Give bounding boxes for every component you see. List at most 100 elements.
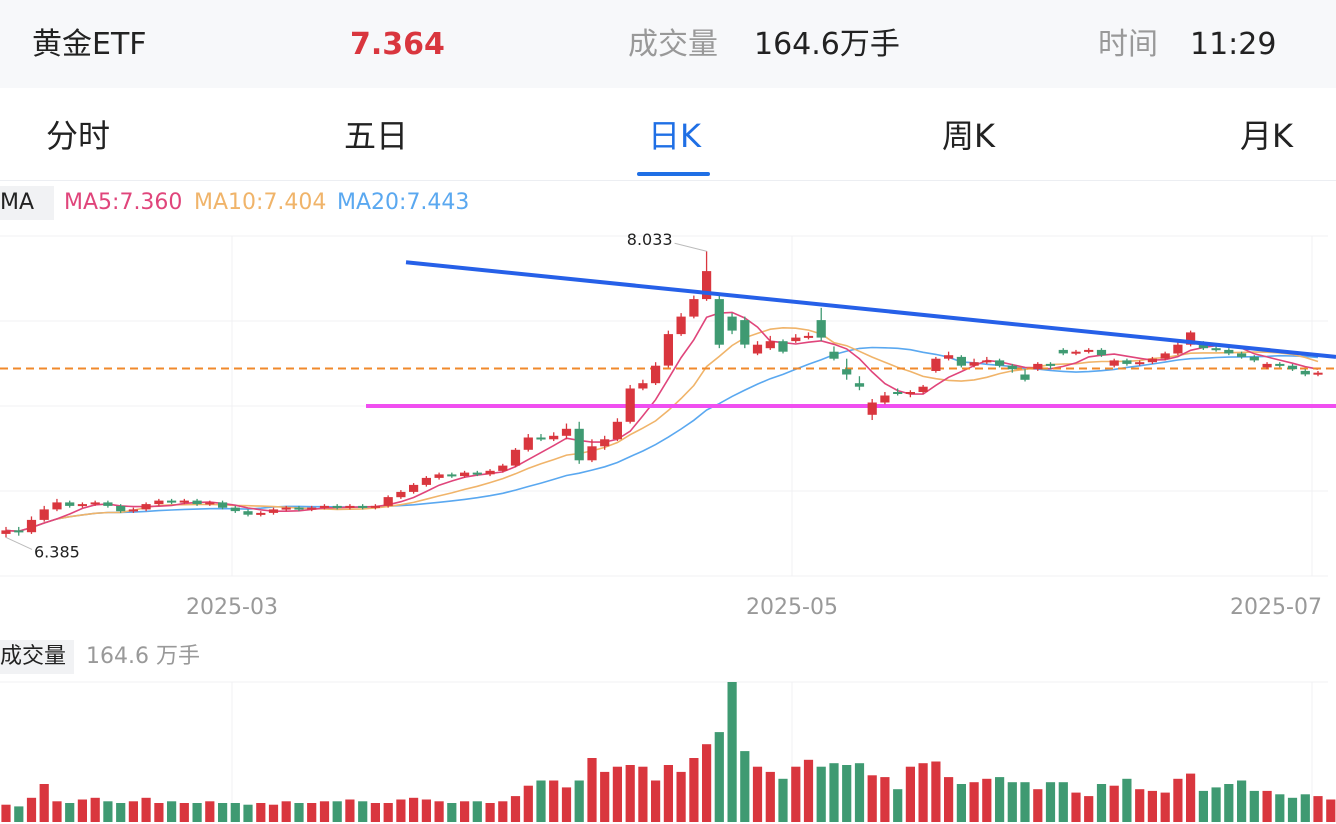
volume-bar (409, 797, 419, 822)
volume-bar (778, 778, 788, 822)
volume-bar (905, 766, 915, 822)
min-price-label: 6.385 (34, 542, 80, 561)
candle (90, 502, 100, 505)
candle (1262, 363, 1272, 368)
candle (1084, 349, 1094, 352)
volume-bar (1109, 785, 1119, 822)
volume-bar (931, 761, 941, 822)
volume-bar (1020, 782, 1030, 822)
max-pointer (674, 242, 707, 252)
candle (549, 435, 559, 440)
volume-bar (791, 766, 801, 822)
candle (510, 449, 521, 466)
candle (1045, 363, 1056, 366)
volume-bar (1084, 796, 1094, 822)
candle (345, 505, 355, 508)
volume-bar (1300, 794, 1310, 822)
candlestick-chart[interactable]: 2025-03 2025-05 2025-07 8.033 6.385 (0, 222, 1336, 632)
volume-bar (421, 799, 431, 822)
ma10-value: MA10:7.404 (194, 190, 327, 215)
candle (931, 358, 941, 371)
volume-bar (561, 787, 572, 822)
ma-tag[interactable]: MA (0, 186, 54, 220)
volume-bar (600, 771, 610, 822)
candle (600, 439, 610, 447)
candle (625, 388, 635, 422)
candle (969, 362, 979, 366)
candle (867, 402, 877, 415)
candle (243, 511, 253, 515)
candle (944, 355, 954, 359)
candle (192, 500, 202, 505)
candle (740, 320, 750, 345)
tab-daily-k[interactable]: 日K (648, 117, 701, 155)
candle (409, 484, 419, 492)
volume-bar (65, 803, 75, 822)
volume-bar (982, 778, 992, 822)
volume-bar (472, 801, 482, 822)
volume-bar (587, 758, 597, 822)
candle (167, 500, 177, 503)
volume-bar (218, 803, 228, 822)
active-tab-indicator (637, 172, 710, 176)
tab-weekly-k[interactable]: 周K (942, 117, 995, 155)
volume-bar (1275, 794, 1285, 822)
volume-bar (803, 759, 814, 822)
time-value: 11:29 (1190, 27, 1277, 62)
max-price-label: 8.033 (627, 230, 673, 249)
ma20-line (5, 346, 1319, 533)
volume-tag[interactable]: 成交量 (0, 640, 74, 674)
volume-bar (714, 732, 724, 822)
tab-five-day[interactable]: 五日 (344, 117, 409, 155)
candle (116, 505, 126, 512)
volume-bar (995, 777, 1005, 822)
volume-bar (281, 801, 291, 822)
tab-intraday[interactable]: 分时 (46, 117, 111, 155)
time-label: 时间 (1098, 27, 1158, 62)
candle (791, 337, 801, 342)
volume-bar (536, 780, 546, 822)
tab-monthly-k[interactable]: 月K (1240, 117, 1293, 155)
candle (256, 512, 266, 515)
candle (447, 474, 457, 477)
candle (1224, 349, 1234, 354)
candle (702, 271, 712, 300)
volume-bar (1224, 784, 1234, 822)
volume-bar (1173, 778, 1183, 822)
candle (26, 519, 37, 533)
ma20-value: MA20:7.443 (337, 190, 470, 215)
volume-bar (52, 801, 62, 822)
candle (778, 341, 788, 352)
candle (561, 428, 572, 436)
candle (281, 507, 291, 510)
volume-bar (880, 777, 890, 822)
volume-chart[interactable] (0, 678, 1336, 824)
volume-bar (103, 801, 113, 822)
volume-bar (1033, 789, 1043, 822)
volume-bar (485, 803, 495, 822)
candle (676, 316, 686, 335)
volume-bar (116, 803, 126, 822)
candle (574, 428, 584, 461)
candle (1287, 365, 1298, 370)
candle (307, 507, 317, 510)
volume-bar (192, 803, 202, 822)
candle (1109, 360, 1119, 366)
candle (460, 472, 470, 477)
candle (1249, 356, 1259, 361)
candle (358, 505, 368, 508)
candle (218, 502, 228, 508)
candle (752, 344, 763, 354)
candle (1122, 360, 1132, 364)
candle (982, 360, 992, 363)
candle (1198, 344, 1208, 349)
volume-bar (1045, 782, 1056, 822)
candle (421, 477, 431, 485)
candle (663, 334, 673, 366)
volume-bar (256, 803, 266, 822)
volume-bar (893, 789, 903, 822)
candle (434, 474, 444, 478)
volume-bar (90, 797, 100, 822)
volume-bar (358, 801, 368, 822)
volume-bar (689, 758, 699, 822)
